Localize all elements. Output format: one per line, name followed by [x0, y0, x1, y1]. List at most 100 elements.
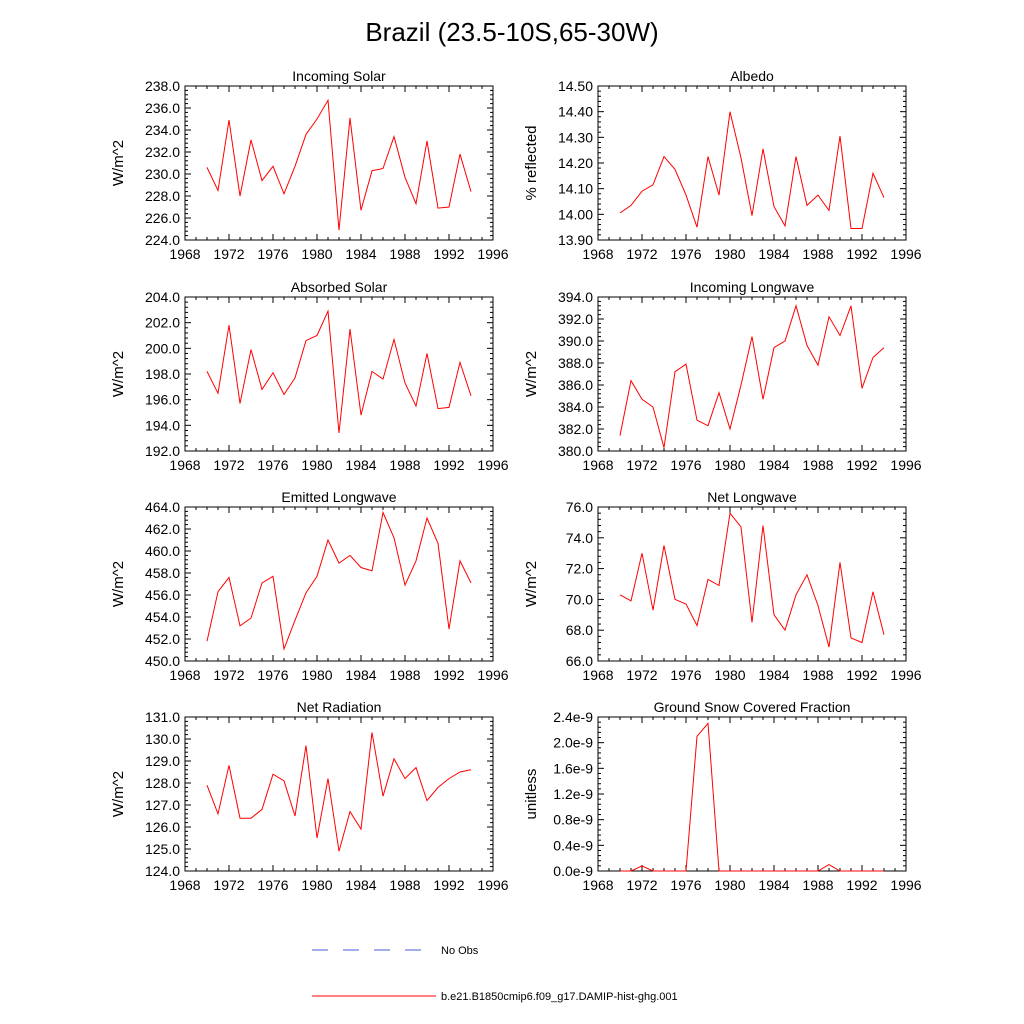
- x-tick-label: 1996: [477, 246, 508, 262]
- chart-panel-6: Net Longwave W/m^2 1968 1972 1976 1980 1984 198…: [523, 489, 922, 683]
- y-tick-label: 131.0: [145, 709, 180, 725]
- series-line: [619, 511, 885, 648]
- x-tick-label: 1996: [890, 667, 921, 683]
- y-tick-label: 390.0: [558, 333, 593, 349]
- chart-panel-1: Incoming Solar W/m^2 1968 1972 1976 1980 1984 1…: [110, 68, 509, 262]
- y-tick-label: 452.0: [145, 631, 180, 647]
- y-tick-label: 14.40: [558, 104, 593, 120]
- y-tick-label: 14.50: [558, 78, 593, 94]
- x-tick-label: 1984: [758, 457, 789, 473]
- y-tick-label: 382.0: [558, 421, 593, 437]
- chart-panel-4: Incoming Longwave W/m^2 1968 1972 1976 1980 19…: [523, 279, 922, 473]
- y-tick-label: 450.0: [145, 653, 180, 669]
- y-tick-label: 236.0: [145, 100, 180, 116]
- y-tick-label: 125.0: [145, 841, 180, 857]
- y-axis-label: W/m^2: [110, 771, 127, 817]
- x-tick-label: 1968: [169, 457, 200, 473]
- x-tick-label: 1968: [582, 246, 613, 262]
- y-tick-label: 192.0: [145, 443, 180, 459]
- plot-frame: [184, 506, 494, 662]
- y-tick-label: 388.0: [558, 355, 593, 371]
- y-tick-label: 124.0: [145, 863, 180, 879]
- y-tick-label: 128.0: [145, 775, 180, 791]
- y-tick-label: 14.20: [558, 155, 593, 171]
- x-tick-label: 1996: [477, 877, 508, 893]
- y-tick-label: 200.0: [145, 340, 180, 356]
- x-tick-label: 1988: [389, 667, 420, 683]
- chart-title: Net Longwave: [707, 489, 797, 505]
- x-tick-label: 1984: [758, 667, 789, 683]
- chart-panel-2: Albedo % reflected 1968 1972 1976 1980 1984 198…: [523, 68, 922, 262]
- x-tick-label: 1996: [890, 877, 921, 893]
- chart-title: Incoming Solar: [292, 68, 386, 84]
- legend-item-1: No Obs: [312, 945, 479, 957]
- x-tick-label: 1972: [213, 877, 244, 893]
- y-tick-label: 196.0: [145, 392, 180, 408]
- y-tick-label: 14.10: [558, 181, 593, 197]
- y-tick-label: 462.0: [145, 521, 180, 537]
- y-tick-label: 2.4e-9: [553, 709, 593, 725]
- y-tick-label: 230.0: [145, 166, 180, 182]
- y-tick-label: 458.0: [145, 565, 180, 581]
- x-tick-label: 1980: [714, 877, 745, 893]
- y-tick-label: 226.0: [145, 210, 180, 226]
- x-tick-label: 1992: [433, 667, 464, 683]
- x-tick-label: 1992: [846, 877, 877, 893]
- x-tick-label: 1988: [389, 246, 420, 262]
- x-tick-label: 1976: [257, 667, 288, 683]
- y-tick-label: 456.0: [145, 587, 180, 603]
- y-tick-label: 14.30: [558, 129, 593, 145]
- chart-panel-5: Emitted Longwave W/m^2 1968 1972 1976 1980 198…: [110, 489, 509, 683]
- x-tick-label: 1984: [345, 457, 376, 473]
- series-line: [619, 111, 885, 229]
- y-tick-label: 392.0: [558, 311, 593, 327]
- chart-panel-3: Absorbed Solar W/m^2 1968 1972 1976 1980 1984 1…: [110, 279, 509, 473]
- legend-label: No Obs: [441, 945, 479, 957]
- x-tick-label: 1992: [433, 877, 464, 893]
- y-tick-label: 13.90: [558, 232, 593, 248]
- x-tick-label: 1980: [301, 877, 332, 893]
- x-tick-label: 1972: [626, 877, 657, 893]
- y-tick-label: 460.0: [145, 543, 180, 559]
- x-tick-label: 1976: [670, 457, 701, 473]
- legend: No Obs b.e21.B1850cmip6.f09_g17.DAMIP-his…: [312, 945, 678, 1003]
- x-tick-label: 1992: [846, 667, 877, 683]
- x-tick-label: 1976: [257, 877, 288, 893]
- x-tick-label: 1976: [670, 877, 701, 893]
- y-axis-label: % reflected: [523, 125, 540, 200]
- x-tick-label: 1980: [301, 667, 332, 683]
- plot-frame: [597, 716, 907, 872]
- x-tick-label: 1984: [758, 246, 789, 262]
- y-tick-label: 14.00: [558, 206, 593, 222]
- y-tick-label: 202.0: [145, 315, 180, 331]
- y-tick-label: 1.2e-9: [553, 786, 593, 802]
- y-tick-label: 234.0: [145, 122, 180, 138]
- y-tick-label: 394.0: [558, 289, 593, 305]
- y-tick-label: 194.0: [145, 417, 180, 433]
- y-tick-label: 1.6e-9: [553, 760, 593, 776]
- series-line: [620, 722, 884, 872]
- x-tick-label: 1988: [389, 457, 420, 473]
- x-tick-label: 1992: [846, 246, 877, 262]
- x-tick-label: 1992: [433, 457, 464, 473]
- y-tick-label: 68.0: [566, 622, 593, 638]
- y-tick-label: 126.0: [145, 819, 180, 835]
- y-tick-label: 380.0: [558, 443, 593, 459]
- x-tick-label: 1988: [802, 457, 833, 473]
- legend-item-2: b.e21.B1850cmip6.f09_g17.DAMIP-hist-ghg.…: [312, 991, 678, 1003]
- plot-frame: [597, 506, 907, 662]
- x-tick-label: 1984: [345, 246, 376, 262]
- x-tick-label: 1980: [714, 246, 745, 262]
- panels: Incoming Solar W/m^2 1968 1972 1976 1980 1984 1…: [110, 68, 922, 893]
- x-tick-label: 1996: [890, 457, 921, 473]
- series-line: [206, 98, 472, 231]
- x-tick-label: 1972: [213, 457, 244, 473]
- y-tick-label: 0.8e-9: [553, 812, 593, 828]
- series-line: [206, 510, 472, 651]
- x-tick-label: 1968: [582, 877, 613, 893]
- y-tick-label: 386.0: [558, 377, 593, 393]
- chart-panel-7: Net Radiation W/m^2 1968 1972 1976 1980 1984 19…: [110, 699, 509, 893]
- x-tick-label: 1972: [626, 667, 657, 683]
- y-tick-label: 204.0: [145, 289, 180, 305]
